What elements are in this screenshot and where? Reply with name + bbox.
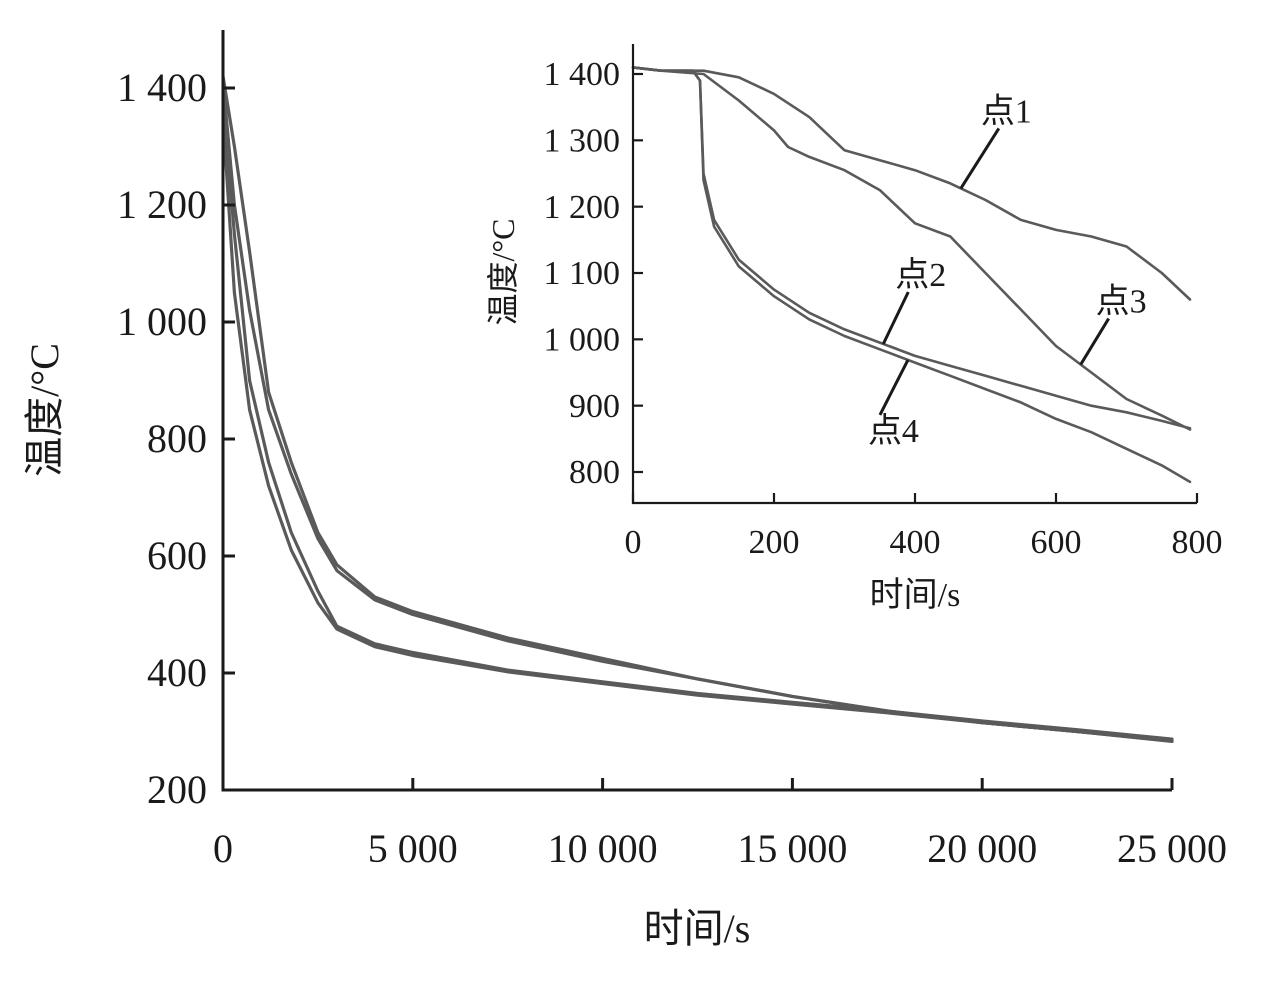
main-chart: 0 5 000 10 000 15 000 20 000 25 000 200 400 600 8… — [22, 30, 1227, 951]
main-ticks: 0 5 000 10 000 15 000 20 000 25 000 200 400 600 8… — [117, 65, 1227, 871]
annotation-label-4: 点4 — [868, 412, 919, 450]
annotation-leader-2 — [881, 291, 910, 345]
inset-y-tick-label: 1 300 — [544, 123, 621, 160]
inset-x-tick-label: 0 — [625, 524, 642, 561]
main-y-tick-label: 1 000 — [117, 299, 207, 344]
inset-y-tick-label: 800 — [569, 454, 620, 491]
main-series-line-3 — [221, 98, 1174, 741]
main-y-tick-label: 1 400 — [117, 65, 207, 110]
inset-y-tick-label: 900 — [569, 388, 620, 425]
inset-y-tick-label: 1 400 — [544, 56, 621, 93]
inset-series-line-3 — [631, 66, 1192, 431]
annotation-leader-4 — [878, 359, 910, 416]
main-x-tick-label: 5 000 — [368, 826, 458, 871]
inset-series-line-4 — [631, 66, 1192, 484]
annotation-leader-1 — [959, 127, 1001, 190]
main-series-line-4 — [221, 115, 1174, 743]
main-x-tick-label: 0 — [213, 826, 233, 871]
main-y-tick-label: 400 — [147, 650, 207, 695]
inset-ticks: 0 200 400 600 800 800 900 1 000 1 100 1 200 1 300 1… — [544, 56, 1223, 561]
inset-x-axis-label: 时间/s — [870, 577, 961, 614]
inset-y-tick-label: 1 000 — [544, 322, 621, 359]
annotation-leader-3 — [1079, 317, 1110, 366]
main-y-tick-label: 200 — [147, 767, 207, 812]
inset-annotations: 点1 点2 点3 点4 — [868, 92, 1147, 449]
main-y-axis-label: 温度/°C — [22, 343, 67, 477]
inset-series-group — [631, 66, 1192, 484]
inset-x-tick-label: 800 — [1172, 524, 1223, 561]
inset-chart: 0 200 400 600 800 800 900 1 000 1 100 1 200 1 300 1… — [485, 44, 1223, 614]
main-x-tick-label: 10 000 — [548, 826, 658, 871]
annotation-label-1: 点1 — [981, 92, 1032, 130]
main-y-tick-label: 1 200 — [117, 182, 207, 227]
annotation-label-3: 点3 — [1096, 283, 1147, 321]
main-y-tick-label: 800 — [147, 416, 207, 461]
main-series-group — [221, 74, 1174, 743]
inset-x-tick-label: 200 — [749, 524, 800, 561]
inset-x-tick-label: 400 — [890, 524, 941, 561]
inset-series-line-1 — [631, 66, 1192, 301]
inset-x-tick-label: 600 — [1031, 524, 1082, 561]
inset-background — [636, 44, 1202, 502]
main-x-tick-label: 20 000 — [927, 826, 1037, 871]
annotation-label-2: 点2 — [895, 256, 946, 294]
inset-y-axis-label: 温度/°C — [485, 218, 521, 325]
main-x-axis-label: 时间/s — [644, 906, 751, 951]
main-y-tick-label: 600 — [147, 533, 207, 578]
inset-y-tick-label: 1 200 — [544, 189, 621, 226]
inset-y-tick-label: 1 100 — [544, 255, 621, 292]
main-x-tick-label: 25 000 — [1117, 826, 1227, 871]
main-x-tick-label: 15 000 — [737, 826, 847, 871]
